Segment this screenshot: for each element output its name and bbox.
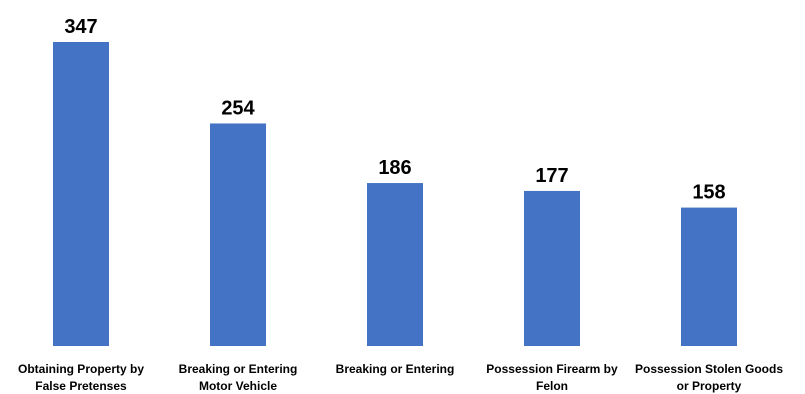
category-label-line: Breaking or Entering [336,362,455,376]
bars-group [53,42,737,347]
category-label-4: Possession Firearm by Felon [486,362,618,393]
category-label-line: Breaking or Entering [179,362,298,376]
category-label-line: False Pretenses [35,379,127,393]
category-label-line: or Property [677,379,742,393]
category-label-2: Breaking or Entering Motor Vehicle [179,362,298,393]
data-label-5: 158 [692,182,725,204]
category-label-5: Possession Stolen Goods or Property [635,362,783,393]
category-label-line: Possession Stolen Goods [635,362,783,376]
bar-4 [524,190,580,346]
data-label-1: 347 [64,16,97,38]
category-label-3: Breaking or Entering [336,362,455,376]
bar-2 [210,123,266,347]
data-label-3: 186 [378,157,411,179]
category-label-1: Obtaining Property by False Pretenses [18,362,144,393]
category-label-line: Obtaining Property by [18,362,144,376]
bar-5 [681,207,737,346]
data-label-4: 177 [535,165,568,187]
bar-3 [367,183,423,346]
category-label-line: Felon [536,379,568,393]
data-labels-group: 347 254 186 177 158 [64,16,725,204]
category-label-line: Motor Vehicle [199,379,277,393]
data-label-2: 254 [221,97,255,119]
bar-1 [53,42,109,346]
category-labels-group: Obtaining Property by False Pretenses Brea… [18,362,783,393]
category-label-line: Possession Firearm by [486,362,618,376]
